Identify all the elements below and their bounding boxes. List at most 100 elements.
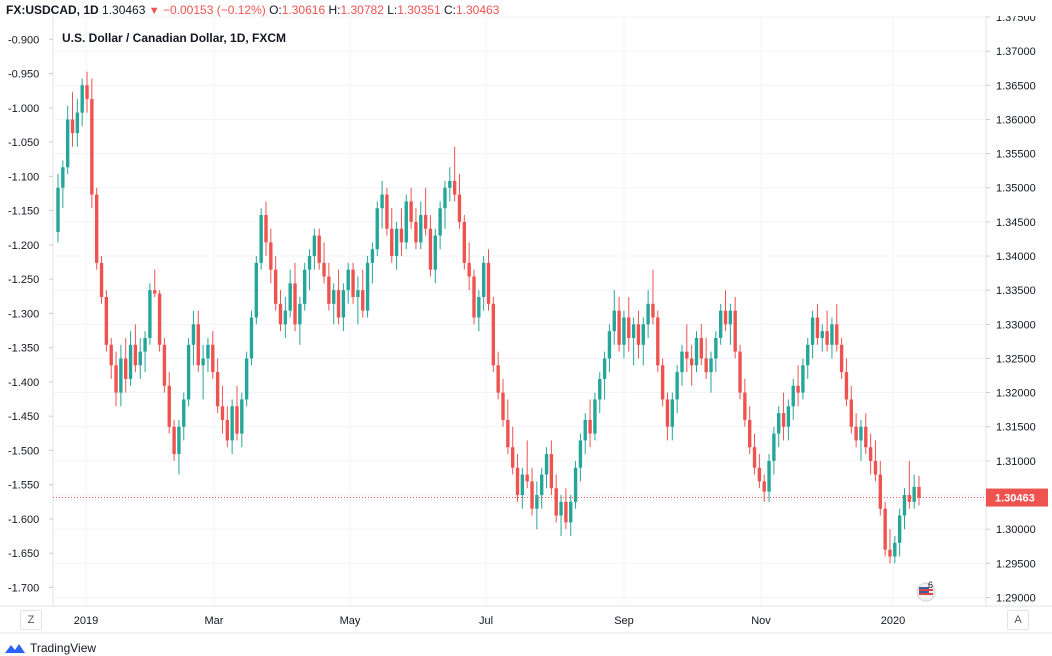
- candle-body: [317, 235, 321, 263]
- svg-text:6: 6: [928, 580, 933, 590]
- candle-body: [569, 501, 573, 523]
- candle-body: [283, 310, 288, 325]
- left-axis-tick-label: -1.700: [8, 582, 39, 594]
- candle-body: [883, 508, 887, 550]
- candle-body: [124, 358, 128, 379]
- right-axis-tick-label: 1.29500: [996, 558, 1036, 570]
- candle-body: [230, 406, 234, 441]
- candle-body: [491, 303, 496, 366]
- current-price-label: 1.30463: [995, 493, 1035, 505]
- candle-body: [878, 474, 882, 509]
- candle-body: [138, 351, 142, 366]
- candle-body: [588, 419, 592, 434]
- candle-body: [404, 201, 408, 243]
- left-axis-tick-label: -1.000: [8, 103, 39, 115]
- brand-label[interactable]: TradingView: [30, 641, 97, 655]
- candle-body: [893, 542, 897, 557]
- close-value: 1.30463: [455, 3, 500, 17]
- candle-body: [656, 317, 660, 366]
- candle-body: [278, 303, 283, 325]
- candle-body: [859, 426, 863, 441]
- open-value: 1.30616: [281, 3, 326, 17]
- symbol-label[interactable]: FX:USDCAD, 1D: [6, 3, 99, 17]
- candle-body: [631, 324, 636, 338]
- candle-body: [249, 317, 254, 359]
- left-axis-tick-label: -1.300: [8, 308, 39, 320]
- candle-body: [699, 337, 704, 359]
- candle-body: [351, 269, 355, 298]
- candle-body: [728, 310, 733, 325]
- left-axis-tick-label: -1.450: [8, 411, 39, 423]
- candle-body: [897, 515, 902, 543]
- candle-body: [496, 365, 500, 393]
- candle-body: [646, 303, 650, 325]
- current-price-line: 1.30463: [53, 488, 1048, 507]
- candle-body: [114, 365, 118, 393]
- candle-body: [723, 310, 728, 325]
- candle-body: [133, 344, 138, 366]
- candlestick-chart[interactable]: 1.37500 1.37000 1.36500 1.36000 1.35500 1.350…: [0, 16, 1052, 634]
- candle-body: [709, 358, 713, 373]
- candle-body: [201, 358, 205, 366]
- candle-body: [182, 399, 186, 427]
- candle-body: [220, 406, 225, 420]
- low-value: 1.30351: [397, 3, 441, 17]
- candle-body: [873, 460, 878, 475]
- candle-body: [617, 310, 621, 345]
- candle-body: [564, 501, 568, 523]
- right-axis-tick-label: 1.36000: [996, 114, 1036, 126]
- left-axis-tick-label: -1.600: [8, 514, 39, 526]
- candle-body: [636, 324, 641, 345]
- right-axis-tick-label: 1.31500: [996, 422, 1036, 434]
- x-axis-tick-label: Nov: [751, 615, 771, 627]
- candle-body: [370, 249, 375, 263]
- candle-body: [322, 262, 326, 277]
- chart-title: U.S. Dollar / Canadian Dollar, 1D, FXCM: [62, 31, 286, 45]
- candle-body: [670, 399, 675, 427]
- candle-body: [452, 180, 457, 195]
- candle-body: [820, 331, 824, 338]
- candle-body: [854, 426, 858, 441]
- right-axis-tick-label: 1.34500: [996, 217, 1036, 229]
- candle-body: [515, 467, 520, 496]
- candle-body: [912, 486, 916, 502]
- x-axis-tick-label: 2019: [74, 615, 98, 627]
- candle-body: [264, 215, 268, 243]
- event-flag-icon[interactable]: 6: [916, 580, 936, 602]
- symbol-header: FX:USDCAD, 1D 1.30463 ▼ −0.00153 (−0.12%…: [6, 1, 499, 19]
- left-axis-tick-label: -1.050: [8, 137, 39, 149]
- candle-body: [394, 228, 399, 257]
- left-axis-tick-label: -1.400: [8, 377, 39, 389]
- right-axis-tick-label: 1.37500: [996, 16, 1036, 24]
- candle-body: [225, 419, 229, 441]
- candle-body: [665, 399, 670, 427]
- candle-body: [743, 392, 747, 420]
- candle-body: [361, 290, 365, 311]
- candle-body: [302, 269, 307, 304]
- left-axis-tick-label: -1.650: [8, 548, 39, 560]
- candle-body: [244, 358, 249, 400]
- left-axis-tick-label: -1.200: [8, 240, 39, 252]
- candle-body: [781, 413, 786, 427]
- candle-body: [191, 324, 196, 345]
- candle-body: [65, 119, 70, 168]
- x-axis-tick-label: Mar: [205, 615, 224, 627]
- candle-body: [549, 454, 554, 489]
- candle-body: [186, 344, 191, 400]
- candle-body: [259, 215, 263, 263]
- candle-body: [153, 290, 157, 294]
- zoom-reset-button[interactable]: Z: [20, 610, 42, 630]
- candle-body: [341, 290, 346, 318]
- candle-body: [332, 290, 336, 304]
- candle-body: [448, 180, 452, 188]
- candle-body: [409, 201, 413, 222]
- right-axis-tick-label: 1.36500: [996, 80, 1036, 92]
- candle-body: [356, 290, 360, 298]
- tick-labels: 1.37500 1.37000 1.36500 1.36000 1.35500 1.350…: [8, 16, 1036, 627]
- candle-body: [917, 486, 921, 498]
- x-axis-tick-label: 2020: [881, 615, 905, 627]
- candle-body: [806, 344, 810, 366]
- candle-body: [486, 262, 491, 304]
- auto-scale-button[interactable]: A: [1007, 610, 1029, 630]
- last-price: 1.30463: [102, 3, 146, 17]
